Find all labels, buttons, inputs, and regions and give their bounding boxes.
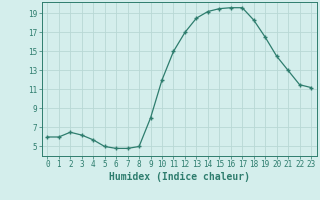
X-axis label: Humidex (Indice chaleur): Humidex (Indice chaleur) [109,172,250,182]
